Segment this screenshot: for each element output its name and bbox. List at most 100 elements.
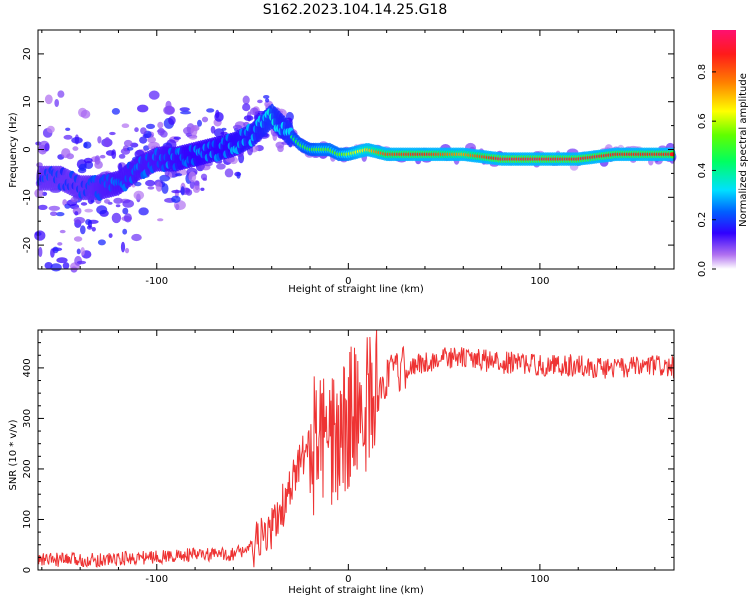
x-tick-label: 0 <box>345 574 351 585</box>
heatmap-noise-cell <box>168 116 176 125</box>
heatmap-noise-cell <box>242 95 250 105</box>
heatmap-noise-cell <box>257 99 263 104</box>
heatmap-noise-cell <box>34 230 46 241</box>
heatmap-noise-cell <box>161 183 169 194</box>
heatmap-noise-cell <box>242 103 251 112</box>
heatmap-noise-cell <box>188 135 198 140</box>
heatmap-noise-cell <box>108 233 113 239</box>
y-tick-label: 200 <box>22 459 33 478</box>
heatmap-noise-cell <box>175 173 183 177</box>
heatmap-noise-cell <box>193 180 200 187</box>
snr-panel: -100 0 100 0 100 200 300 400 Height of straight… <box>8 329 675 596</box>
spectrogram-heatmap <box>34 90 677 273</box>
colorbar-ticks: 0.0 0.2 0.4 0.6 0.8 <box>697 64 716 277</box>
heatmap-noise-cell <box>111 108 120 115</box>
heatmap-noise-cell <box>83 141 92 149</box>
heatmap-noise-cell <box>44 143 50 152</box>
heatmap-noise-cell <box>134 181 142 187</box>
heatmap-noise-cell <box>97 239 106 246</box>
heatmap-noise-cell <box>122 207 129 215</box>
heatmap-noise-cell <box>78 163 87 171</box>
heatmap-noise-cell <box>190 125 198 137</box>
heatmap-noise-cell <box>56 257 68 264</box>
y-tick-label: 100 <box>22 510 33 529</box>
heatmap-noise-cell <box>57 90 65 98</box>
heatmap-noise-cell <box>200 187 205 191</box>
spectrogram-x-axis-label: Height of straight line (km) <box>288 284 424 295</box>
heatmap-noise-cell <box>123 139 133 147</box>
y-tick-label: -10 <box>22 189 33 205</box>
heatmap-noise-cell <box>38 204 48 210</box>
heatmap-noise-cell <box>50 263 62 272</box>
heatmap-noise-cell <box>147 136 157 144</box>
heatmap-noise-cell <box>34 188 44 198</box>
y-tick-label: 300 <box>22 409 33 428</box>
heatmap-noise-cell <box>143 145 150 151</box>
colorbar-gradient <box>712 30 736 269</box>
heatmap-noise-cell <box>54 99 59 107</box>
heatmap-noise-cell <box>157 218 164 222</box>
heatmap-noise-cell <box>163 105 176 116</box>
heatmap-noise-cell <box>206 108 215 113</box>
snr-series-line <box>37 330 675 568</box>
heatmap-noise-cell <box>80 247 85 256</box>
x-tick-label: -100 <box>145 574 168 585</box>
heatmap-noise-cell <box>90 199 95 203</box>
heatmap-noise-cell <box>197 119 202 127</box>
y-tick-label: 0 <box>22 567 33 573</box>
heatmap-noise-cell <box>139 136 148 144</box>
y-tick-label: 10 <box>22 95 33 108</box>
colorbar-tick-label: 0.8 <box>697 64 708 80</box>
heatmap-noise-cell <box>216 163 226 170</box>
heatmap-noise-cell <box>55 212 65 217</box>
heatmap-noise-cell <box>265 98 270 103</box>
heatmap-noise-cell <box>131 233 142 242</box>
heatmap-noise-cell <box>57 242 63 246</box>
heatmap-noise-cell <box>84 208 93 213</box>
x-tick-label: 100 <box>530 574 549 585</box>
heatmap-noise-cell <box>76 248 81 255</box>
heatmap-noise-cell <box>140 127 147 135</box>
x-tick-label: 0 <box>345 276 351 287</box>
heatmap-noise-cell <box>180 186 185 196</box>
heatmap-noise-cell <box>109 131 116 136</box>
heatmap-noise-cell <box>180 110 192 115</box>
heatmap-noise-cell <box>277 145 284 153</box>
heatmap-noise-cell <box>50 211 58 216</box>
heatmap-noise-cell <box>236 171 241 179</box>
heatmap-noise-cell <box>48 205 61 211</box>
heatmap-noise-cell <box>74 211 79 216</box>
heatmap-noise-cell <box>126 146 134 151</box>
heatmap-noise-cell <box>72 146 79 151</box>
heatmap-noise-cell <box>250 107 259 116</box>
x-tick-label: -100 <box>145 276 168 287</box>
heatmap-noise-cell <box>188 171 197 183</box>
y-tick-label: 400 <box>22 358 33 377</box>
heatmap-noise-cell <box>121 123 130 128</box>
heatmap-noise-cell <box>155 181 163 192</box>
heatmap-noise-cell <box>148 90 160 100</box>
heatmap-noise-cell <box>104 199 110 204</box>
heatmap-noise-cell <box>97 136 102 144</box>
colorbar-tick-label: 0.0 <box>697 261 708 277</box>
heatmap-noise-cell <box>38 246 43 258</box>
snr-ticks: -100 0 100 0 100 200 300 400 <box>22 329 674 585</box>
colorbar-tick-label: 0.2 <box>697 212 708 228</box>
heatmap-noise-cell <box>224 168 234 178</box>
heatmap-noise-cell <box>263 95 270 99</box>
colorbar-tick-label: 0.4 <box>697 162 708 178</box>
heatmap-noise-cell <box>111 212 122 224</box>
heatmap-noise-cell <box>157 121 164 129</box>
x-tick-label: 100 <box>530 276 549 287</box>
snr-frame <box>37 329 675 571</box>
heatmap-noise-cell <box>61 148 71 159</box>
heatmap-noise-cell <box>171 189 182 194</box>
heatmap-noise-cell <box>104 137 111 148</box>
heatmap-noise-cell <box>59 229 66 234</box>
heatmap-noise-cell <box>80 225 86 235</box>
colorbar-label: Normalized spectral amplitude <box>738 73 749 227</box>
heatmap-noise-cell <box>63 134 73 140</box>
heatmap-noise-cell <box>171 195 181 203</box>
heatmap-noise-cell <box>213 128 225 138</box>
